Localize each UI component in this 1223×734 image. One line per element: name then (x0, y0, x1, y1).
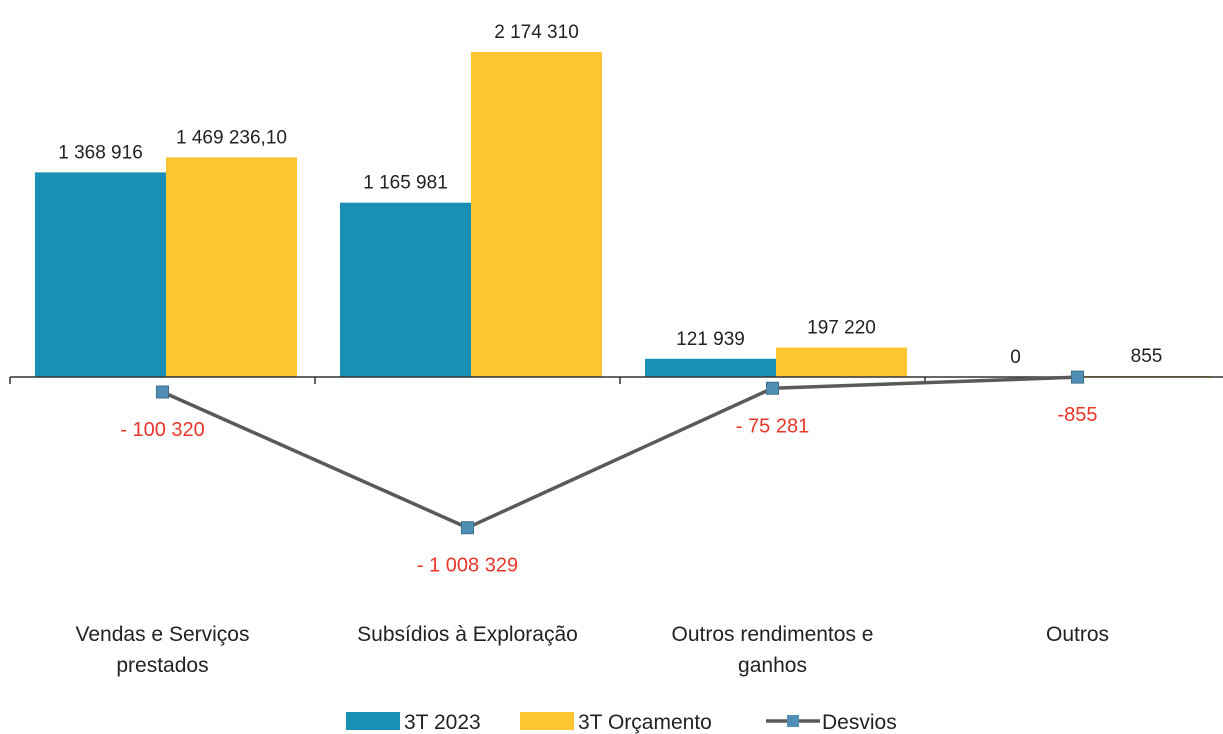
bar-value-label: 2 174 310 (494, 22, 579, 43)
category-label: Subsídios à Exploração (357, 623, 578, 646)
desvios-value-label: - 1 008 329 (417, 555, 518, 577)
data-labels-layer: 1 368 916 1 469 236,10 1 165 981 2 174 310 1… (58, 22, 1162, 577)
bar-3t-orcamento-2 (776, 347, 907, 377)
bar-3t-2023-1 (340, 202, 471, 377)
desvios-value-label: - 75 281 (736, 415, 809, 437)
category-label: Vendas e Serviços (76, 623, 250, 646)
bar-3t-orcamento-0 (166, 157, 297, 377)
legend-swatch (346, 712, 400, 730)
category-label: ganhos (738, 654, 807, 677)
bar-value-label: 1 469 236,10 (176, 127, 287, 148)
category-labels-layer: Vendas e Serviços prestados Subsídios à Ex… (76, 623, 1109, 677)
bar-3t-2023-2 (645, 358, 776, 377)
legend-label: 3T Orçamento (578, 711, 712, 734)
bar-value-label: 0 (1010, 347, 1021, 368)
category-label: Outros rendimentos e (672, 623, 874, 646)
bar-value-label: 121 939 (676, 329, 745, 350)
bar-value-label: 1 368 916 (58, 142, 143, 163)
legend-swatch (520, 712, 574, 730)
desvios-line-layer (156, 370, 1084, 535)
desvios-line (161, 375, 1078, 530)
category-label: prestados (116, 654, 208, 677)
bars-layer (35, 52, 1212, 377)
bar-value-label: 197 220 (807, 318, 876, 339)
bar-3t-2023-0 (35, 172, 166, 377)
desvios-marker-1 (461, 521, 474, 535)
desvios-marker-2 (766, 381, 779, 395)
desvios-marker-0 (156, 385, 169, 399)
legend-label: Desvios (822, 711, 897, 734)
legend-marker (787, 715, 799, 727)
desvios-value-label: - 100 320 (120, 419, 205, 441)
bar-value-label: 855 (1131, 346, 1163, 367)
desvios-value-label: -855 (1057, 404, 1097, 426)
category-label: Outros (1046, 623, 1109, 646)
bar-3t-orcamento-1 (471, 52, 602, 377)
desvios-marker-3 (1071, 370, 1084, 384)
legend: 3T 2023 3T Orçamento Desvios (346, 711, 897, 734)
bar-value-label: 1 165 981 (363, 173, 448, 194)
legend-label: 3T 2023 (404, 711, 481, 734)
